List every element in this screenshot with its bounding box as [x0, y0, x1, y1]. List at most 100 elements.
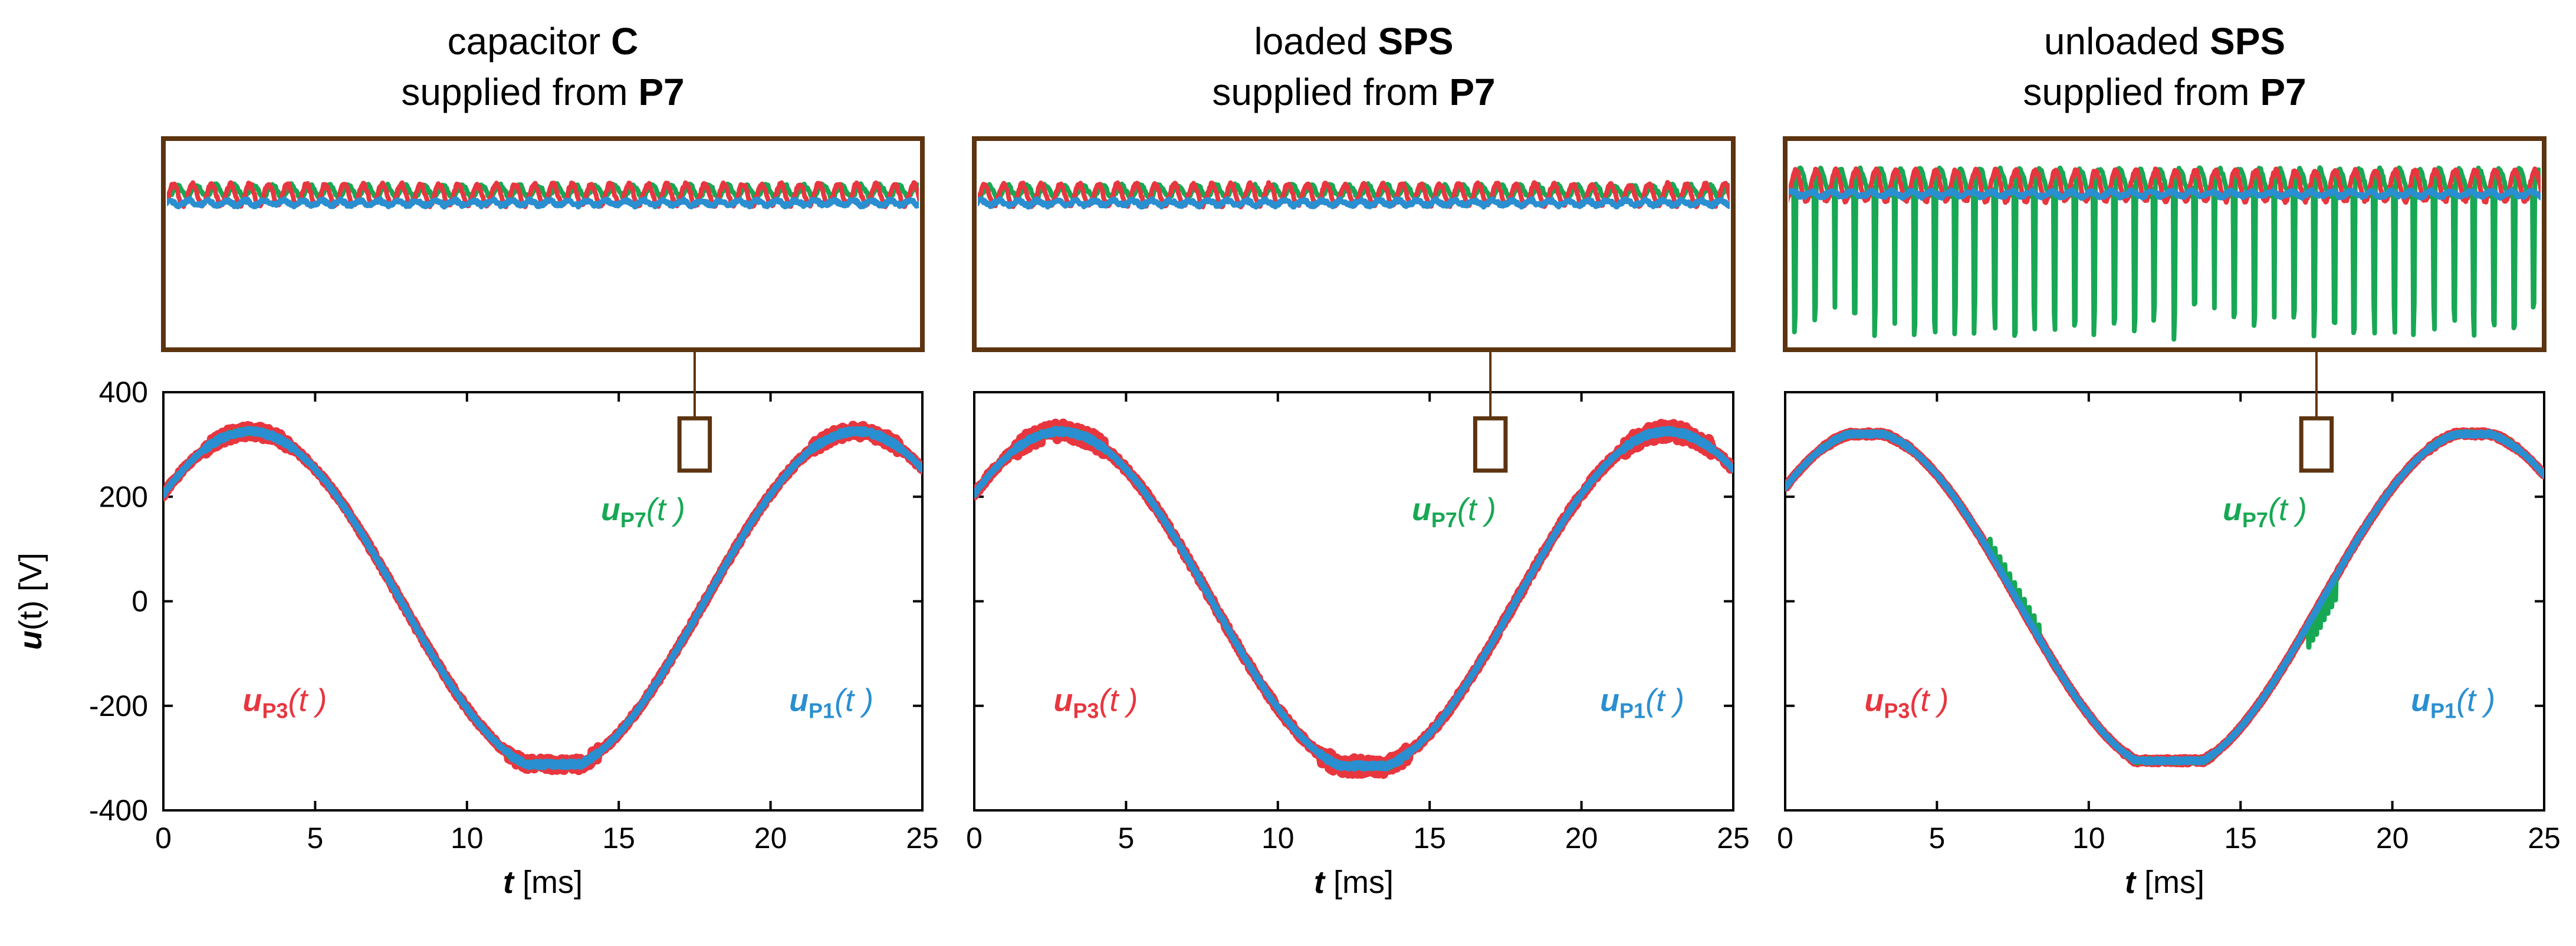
curve-label-base: u: [1600, 683, 1619, 718]
title-text: supplied from: [1212, 71, 1449, 113]
curve-label-sub: P3: [1884, 699, 1910, 723]
x-tick-label: 0: [155, 822, 172, 855]
zoom-series-p1: [978, 196, 1730, 210]
x-tick-label: 10: [1261, 822, 1294, 855]
panel-title-line1: unloaded SPS: [2044, 20, 2285, 63]
chart-panel-1: capacitor C supplied from P7 0 5 10 15 20 25 -40…: [13, 20, 939, 900]
zoom-inset-data: [167, 180, 919, 210]
x-axis-label: t [ms]: [1314, 865, 1394, 900]
chart-panel-3: unloaded SPS supplied from P7 0 5 10 15 20 25 t …: [1777, 20, 2561, 900]
curve-label-sub: P7: [1431, 508, 1457, 532]
plot-data: [974, 418, 1733, 779]
curve-label-base: u: [2223, 492, 2242, 527]
curve-label-sub: P1: [1619, 699, 1645, 723]
x-axis-label: t [ms]: [503, 865, 583, 900]
x-tick-label: 5: [1928, 822, 1945, 855]
y-axis-unit: (t) [V]: [13, 553, 48, 630]
curve-label-p1: uP1(t ): [1600, 683, 1684, 723]
curve-label-p1: uP1(t ): [2411, 683, 2495, 723]
x-tick-label: 0: [966, 822, 983, 855]
x-axis-unit: [ms]: [1325, 865, 1394, 900]
zoom-inset-frame: [972, 136, 1736, 352]
series-line-p1: [163, 426, 922, 770]
curve-label-p7: uP7(t ): [1412, 492, 1496, 532]
title-text: loaded: [1254, 20, 1378, 63]
x-axis-symbol: t: [1314, 865, 1326, 900]
x-tick-label: 20: [754, 822, 787, 855]
curve-label-sub: P3: [262, 699, 288, 723]
x-axis-symbol: t: [2125, 865, 2137, 900]
curve-label-p3: uP3(t ): [1864, 683, 1949, 723]
title-bold-text: P7: [638, 71, 684, 113]
title-bold-text: P7: [1449, 71, 1495, 113]
curve-label-p7: uP7(t ): [2223, 492, 2307, 532]
zoom-series-p1: [1789, 187, 2541, 201]
curve-label-base: u: [789, 683, 809, 718]
zoom-marker-box: [677, 416, 712, 473]
y-tick-label: -200: [89, 689, 148, 722]
curve-label-arg: (t ): [288, 683, 327, 718]
x-axis-unit: [ms]: [2135, 865, 2204, 900]
x-tick-label: 15: [2224, 822, 2257, 855]
curve-label-base: u: [242, 683, 262, 718]
y-tick-label: 0: [132, 585, 148, 618]
curve-label-arg: (t ): [646, 492, 685, 527]
panel-title-line2: supplied from P7: [2023, 71, 2306, 113]
x-tick-label: 20: [2376, 822, 2409, 855]
x-tick-label: 15: [1413, 822, 1446, 855]
x-tick-label: 5: [307, 822, 323, 855]
title-text: supplied from: [401, 71, 638, 113]
title-bold-text: SPS: [2210, 20, 2285, 63]
curve-label-p1: uP1(t ): [789, 683, 873, 723]
curve-label-p3: uP3(t ): [1053, 683, 1138, 723]
curve-label-sub: P1: [2430, 699, 2456, 723]
y-tick-label: 400: [99, 376, 148, 409]
x-axis-label: t [ms]: [2125, 865, 2204, 900]
plot-data: [1785, 427, 2544, 768]
title-bold-text: P7: [2260, 71, 2306, 113]
series-line-p1: [974, 425, 1733, 772]
x-tick-label: 15: [602, 822, 635, 855]
y-axis-label: u(t) [V]: [13, 553, 48, 650]
curve-label-base: u: [1864, 683, 1884, 718]
zoom-inset-data: [978, 180, 1730, 210]
curve-label-sub: P1: [809, 699, 834, 723]
title-bold-text: SPS: [1378, 20, 1453, 63]
curve-label-arg: (t ): [1645, 683, 1684, 718]
x-tick-label: 25: [2528, 822, 2561, 855]
plot-data: [163, 421, 922, 776]
panel-title-line1: loaded SPS: [1254, 20, 1453, 63]
title-text: capacitor: [448, 20, 611, 63]
y-tick-label: 200: [99, 480, 148, 513]
y-axis-symbol: u: [13, 630, 48, 650]
zoom-marker-box: [1473, 416, 1508, 473]
curve-label-base: u: [1412, 492, 1431, 527]
chart-panel-2: loaded SPS supplied from P7 0 5 10 15 20 25 t [m…: [966, 20, 1750, 900]
x-tick-label: 5: [1118, 822, 1134, 855]
curve-label-arg: (t ): [1910, 683, 1949, 718]
curve-label-arg: (t ): [1457, 492, 1496, 527]
curve-label-base: u: [601, 492, 620, 527]
curve-label-p7: uP7(t ): [601, 492, 685, 532]
x-tick-label: 10: [451, 822, 484, 855]
title-text: supplied from: [2023, 71, 2260, 113]
curve-label-base: u: [2411, 683, 2430, 718]
curve-label-arg: (t ): [834, 683, 873, 718]
panel-title-line1: capacitor C: [448, 20, 639, 63]
series-line-p1: [1785, 429, 2544, 766]
panel-title-line2: supplied from P7: [1212, 71, 1495, 113]
curve-label-arg: (t ): [2268, 492, 2307, 527]
x-tick-label: 25: [906, 822, 939, 855]
x-axis-symbol: t: [503, 865, 515, 900]
curve-label-p3: uP3(t ): [242, 683, 327, 723]
x-tick-label: 25: [1717, 822, 1750, 855]
x-axis-unit: [ms]: [514, 865, 583, 900]
x-tick-label: 10: [2072, 822, 2105, 855]
zoom-inset-frame: [161, 136, 925, 352]
curve-label-arg: (t ): [1099, 683, 1138, 718]
zoom-marker-box: [2299, 416, 2334, 473]
y-tick-label: -400: [89, 794, 148, 827]
x-tick-label: 20: [1565, 822, 1598, 855]
curve-label-base: u: [1053, 683, 1073, 718]
zoom-series-p3: [1789, 166, 2541, 205]
